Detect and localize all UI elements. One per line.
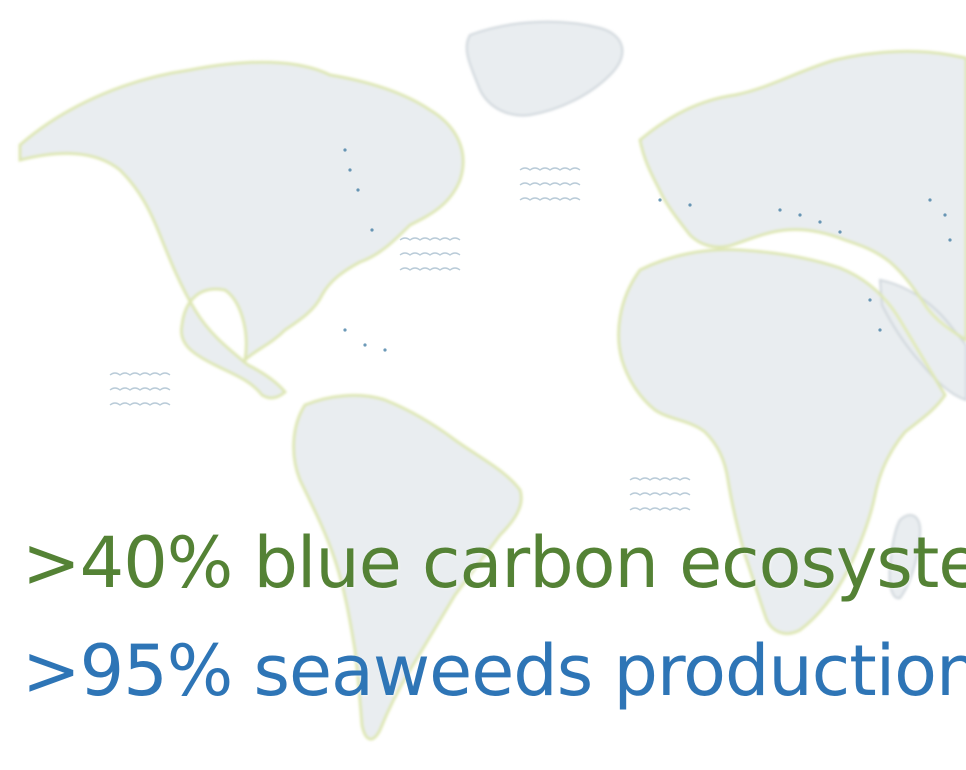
wave-mark	[519, 167, 581, 171]
ocean-wave-marks	[109, 167, 691, 511]
madagascar	[888, 514, 922, 600]
greenland	[465, 20, 624, 117]
coast-dot	[838, 230, 842, 234]
coast-dot	[798, 213, 802, 217]
wave-mark	[399, 237, 461, 241]
stat-seaweeds: >95% seaweeds production	[22, 630, 966, 712]
coast-dot	[778, 208, 782, 212]
wave-mark	[399, 252, 461, 256]
wave-mark	[109, 402, 171, 406]
coastline-dots	[343, 148, 952, 352]
wave-mark	[109, 372, 171, 376]
wave-mark	[519, 197, 581, 201]
coast-dot	[370, 228, 374, 232]
coast-dot	[868, 298, 872, 302]
coast-dot	[948, 238, 952, 242]
coast-dot	[343, 148, 347, 152]
coast-dot	[348, 168, 352, 172]
coast-dot	[343, 328, 347, 332]
land-masses	[18, 20, 966, 741]
coast-dot	[928, 198, 932, 202]
africa-coast-highlight	[617, 248, 947, 635]
eurasia-coast-highlight	[638, 49, 966, 342]
coast-dot	[363, 343, 367, 347]
coast-dot	[658, 198, 662, 202]
north-america	[19, 61, 465, 399]
south-america-coast-highlight	[292, 393, 523, 741]
wave-mark	[629, 477, 691, 481]
wave-mark	[629, 492, 691, 496]
coast-dot	[818, 220, 822, 224]
stat-blue-carbon: >40% blue carbon ecosystems	[22, 522, 966, 604]
coast-dot	[383, 348, 387, 352]
coast-dot	[356, 188, 360, 192]
coast-dot	[878, 328, 882, 332]
coast-dot	[943, 213, 947, 217]
wave-mark	[519, 182, 581, 186]
wave-mark	[399, 267, 461, 271]
wave-mark	[109, 387, 171, 391]
coast-dot	[688, 203, 692, 207]
wave-mark	[629, 507, 691, 511]
north-america-coast-highlight	[18, 60, 465, 400]
